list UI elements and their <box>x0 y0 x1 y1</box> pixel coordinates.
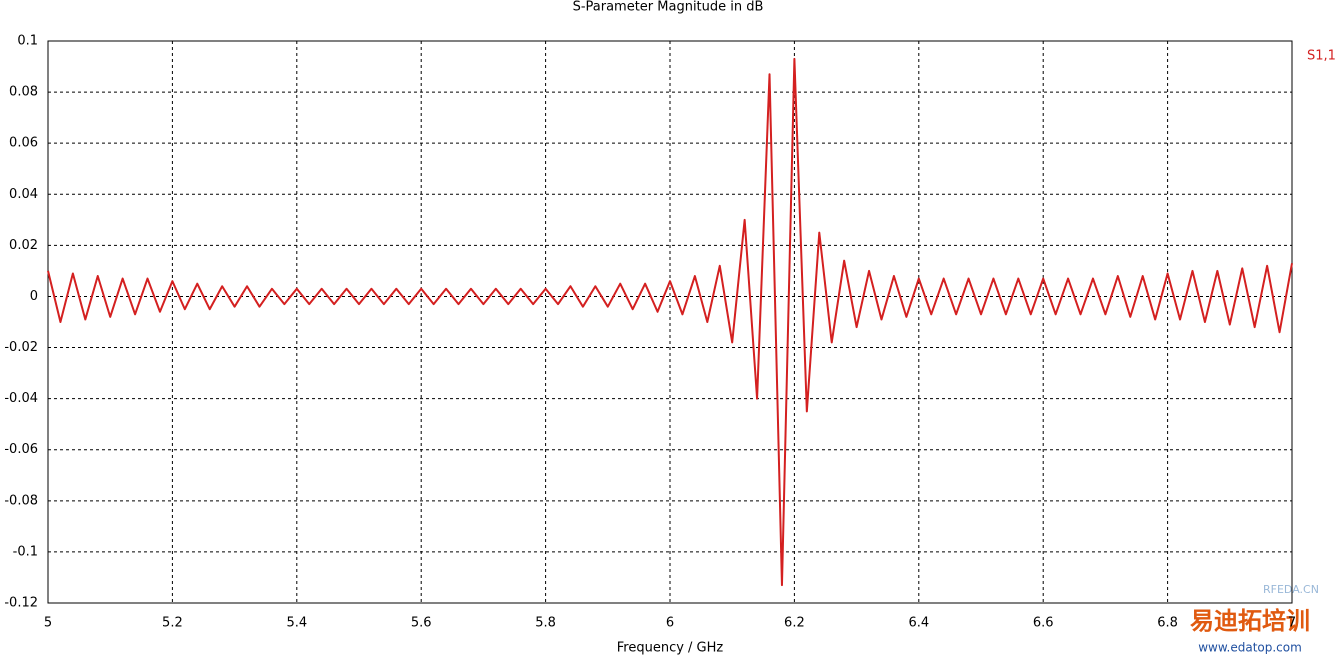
y-tick-label: 0.02 <box>9 238 38 253</box>
x-tick-label: 6.4 <box>908 616 929 631</box>
legend-entry: S1,1 <box>1307 49 1336 64</box>
plot-frame <box>47 40 1293 604</box>
x-tick-label: 5.2 <box>162 616 183 631</box>
x-tick-label: 7 <box>1288 616 1296 631</box>
x-tick-label: 6 <box>666 616 674 631</box>
watermark: www.edatop.com <box>1198 641 1302 655</box>
x-tick-label: 5.6 <box>411 616 432 631</box>
x-tick-label: 6.8 <box>1157 616 1178 631</box>
y-tick-label: 0.06 <box>9 136 38 151</box>
x-tick-label: 6.2 <box>784 616 805 631</box>
x-tick-label: 6.6 <box>1033 616 1054 631</box>
y-tick-label: -0.06 <box>4 442 38 457</box>
chart-title: S-Parameter Magnitude in dB <box>573 0 764 15</box>
x-tick-label: 5.4 <box>286 616 307 631</box>
y-tick-label: -0.08 <box>4 493 38 508</box>
y-tick-label: -0.12 <box>4 596 38 611</box>
y-tick-label: -0.02 <box>4 340 38 355</box>
x-tick-label: 5 <box>44 616 52 631</box>
watermark: RFEDA.CN <box>1263 583 1319 596</box>
y-tick-label: -0.04 <box>4 391 38 406</box>
y-tick-label: 0.04 <box>9 187 38 202</box>
y-tick-label: 0 <box>30 289 38 304</box>
x-axis-label: Frequency / GHz <box>617 641 724 656</box>
watermark: 易迪拓培训 <box>1190 607 1310 635</box>
y-tick-label: 0.08 <box>9 85 38 100</box>
y-tick-label: -0.1 <box>13 544 38 559</box>
x-tick-label: 5.8 <box>535 616 556 631</box>
y-tick-label: 0.1 <box>17 34 38 49</box>
series-line <box>47 57 1293 587</box>
